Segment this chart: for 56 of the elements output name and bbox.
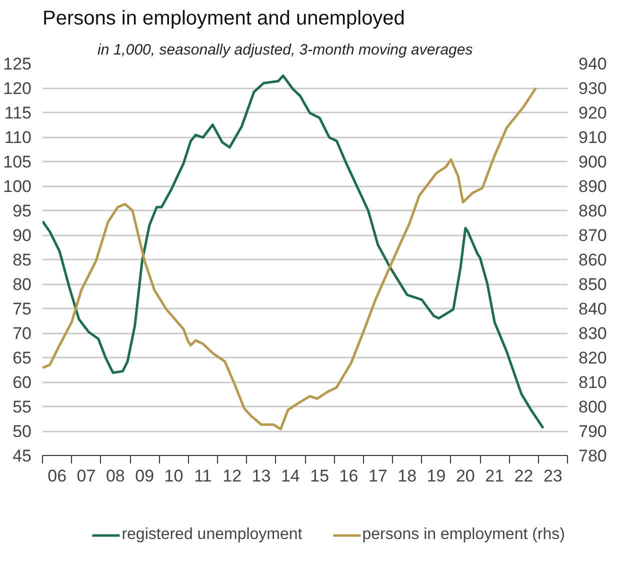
- x-tick-label: 18: [398, 466, 417, 486]
- y-tick-label: 90: [12, 226, 32, 245]
- y2-tick-label: 880: [578, 202, 607, 220]
- y-tick-label: 50: [12, 422, 32, 441]
- x-tick-label: 11: [194, 466, 212, 486]
- y2-tick-label: 780: [578, 446, 607, 466]
- y-tick-label: 75: [12, 300, 32, 318]
- y2-tick-label: 890: [578, 177, 607, 196]
- x-tick-label: 22: [514, 466, 534, 486]
- y-tick-label: 125: [3, 54, 32, 74]
- x-tick-label: 06: [48, 466, 67, 486]
- y-tick-label: 55: [12, 398, 32, 416]
- y2-tick-label: 860: [578, 250, 607, 270]
- y-tick-label: 70: [12, 324, 32, 343]
- y-tick-label: 95: [12, 202, 32, 220]
- y2-tick-label: 830: [578, 324, 607, 343]
- x-tick-label: 14: [280, 466, 300, 486]
- y-tick-label: 85: [12, 250, 32, 270]
- chart-subtitle: in 1,000, seasonally adjusted, 3-month moving averages: [98, 42, 474, 58]
- y2-tick-label: 930: [578, 79, 607, 98]
- x-tick-label: 15: [310, 466, 330, 486]
- y2-tick-label: 800: [578, 398, 607, 416]
- y-tick-label: 115: [4, 104, 32, 122]
- x-tick-label: 09: [135, 466, 154, 486]
- y-tick-label: 105: [3, 152, 32, 172]
- x-tick-label: 17: [368, 466, 388, 486]
- legend-label: persons in employment (rhs): [362, 526, 565, 544]
- y-tick-label: 100: [3, 177, 32, 196]
- x-tick-label: 07: [76, 466, 96, 486]
- y-tick-label: 45: [12, 446, 32, 466]
- x-tick-label: 13: [252, 466, 271, 486]
- x-tick-label: 10: [164, 466, 184, 486]
- y-tick-label: 65: [12, 348, 32, 368]
- chart-title: Persons in employment and unemployed: [42, 8, 405, 30]
- y2-tick-label: 940: [578, 54, 607, 74]
- legend-label: registered unemployment: [122, 526, 302, 544]
- y2-tick-label: 920: [578, 104, 607, 122]
- y2-tick-label: 810: [578, 373, 607, 392]
- x-tick-label: 23: [543, 466, 562, 486]
- y2-tick-label: 910: [578, 128, 607, 147]
- y2-tick-label: 790: [578, 422, 607, 441]
- x-tick-label: 19: [426, 466, 446, 486]
- y-tick-label: 120: [3, 79, 32, 98]
- y2-tick-label: 870: [578, 226, 607, 245]
- y2-tick-label: 820: [578, 348, 607, 368]
- y-tick-label: 110: [4, 128, 32, 147]
- y2-tick-label: 850: [578, 275, 607, 294]
- y2-tick-label: 900: [578, 152, 607, 172]
- x-tick-label: 20: [456, 466, 475, 486]
- x-tick-label: 08: [106, 466, 125, 486]
- y-tick-label: 60: [12, 373, 32, 392]
- x-tick-label: 21: [485, 466, 504, 486]
- x-tick-label: 12: [222, 466, 242, 486]
- y-tick-label: 80: [12, 275, 32, 294]
- y2-tick-label: 840: [578, 300, 607, 318]
- x-tick-label: 16: [339, 466, 358, 486]
